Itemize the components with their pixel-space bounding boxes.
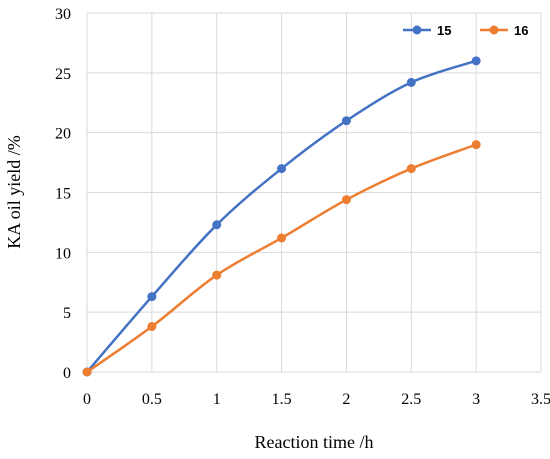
legend-marker (489, 25, 499, 35)
x-tick-label: 0.5 (142, 391, 162, 408)
data-point (471, 56, 481, 66)
legend-item-16: 16 (480, 23, 528, 38)
series-16 (82, 140, 481, 377)
legend-marker (412, 25, 422, 35)
legend-label: 16 (514, 23, 528, 38)
x-axis-title: Reaction time /h (255, 432, 374, 452)
x-tick-label: 2.5 (401, 391, 421, 408)
data-point (406, 164, 416, 174)
y-tick-label: 25 (55, 66, 71, 83)
legend: 15 16 (403, 23, 528, 38)
data-point (147, 292, 157, 302)
y-tick-label: 15 (55, 186, 71, 203)
data-point (471, 140, 481, 150)
axes: 0 5 10 15 20 25 30 0 0.5 1 1.5 2 2.5 3 3.5 (55, 6, 550, 408)
data-point (82, 367, 92, 377)
series-group (82, 56, 481, 377)
legend-label: 15 (437, 23, 451, 38)
data-point (147, 322, 157, 332)
x-tick-label: 3 (472, 391, 480, 408)
data-point (341, 195, 351, 205)
data-point (341, 116, 351, 126)
data-point (212, 270, 222, 280)
data-point (406, 77, 416, 87)
y-tick-label: 0 (63, 365, 71, 382)
x-tick-label: 2 (342, 391, 350, 408)
x-tick-label: 3.5 (531, 391, 550, 408)
grid (86, 12, 542, 373)
data-point (277, 233, 287, 243)
x-tick-label: 1.5 (272, 391, 292, 408)
y-axis-title: KA oil yield /% (4, 135, 24, 249)
y-tick-label: 10 (55, 245, 71, 262)
y-tick-label: 5 (63, 305, 71, 322)
y-tick-label: 30 (55, 6, 71, 23)
x-tick-label: 1 (213, 391, 221, 408)
data-point (212, 220, 222, 230)
x-tick-label: 0 (83, 391, 91, 408)
data-point (277, 164, 287, 174)
y-tick-label: 20 (55, 126, 71, 143)
legend-item-15: 15 (403, 23, 451, 38)
